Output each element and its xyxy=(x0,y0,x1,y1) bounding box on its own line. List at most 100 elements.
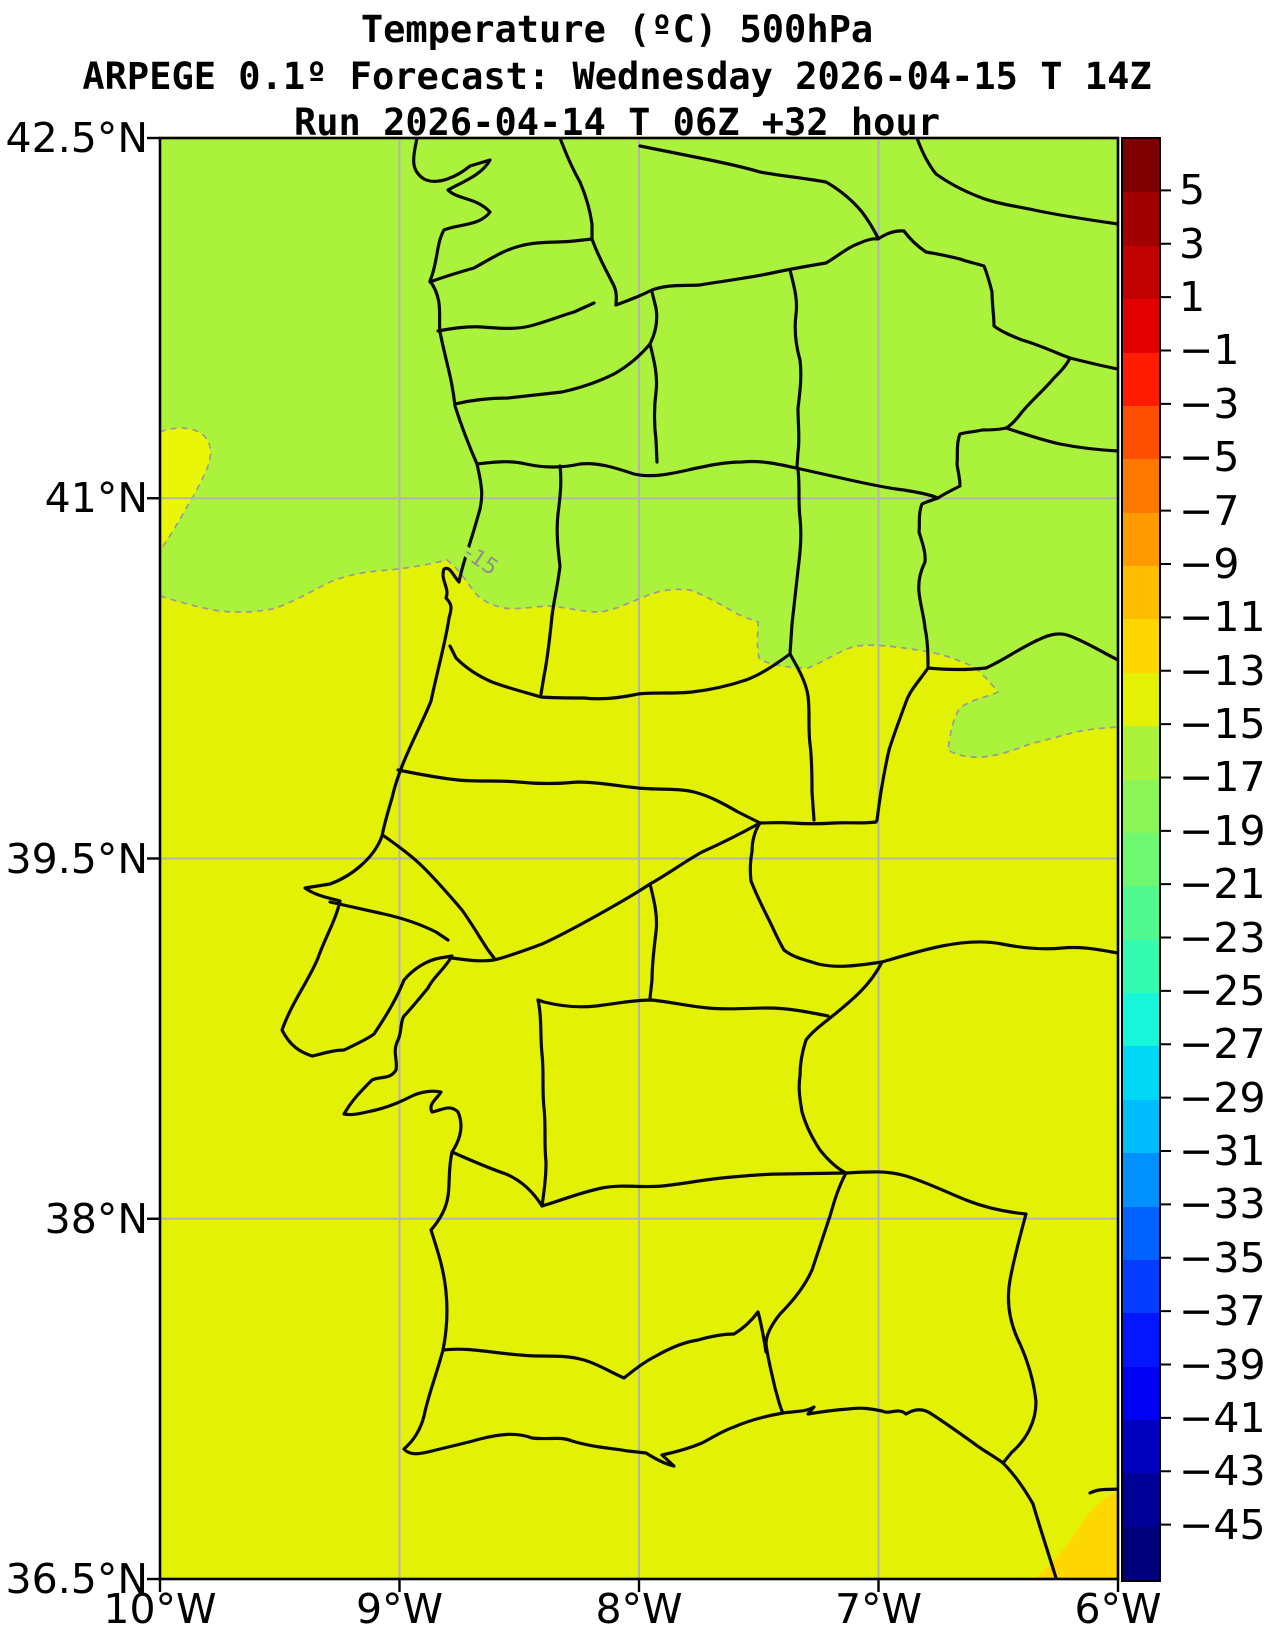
province-border-pontevedra-ourense xyxy=(558,138,594,241)
colorbar-segment xyxy=(1123,1153,1159,1207)
district-border-viseu-guarda xyxy=(788,468,803,656)
colorbar-segment xyxy=(1123,566,1159,620)
colorbar-tick-label: −27 xyxy=(1179,1020,1266,1069)
map-fill-corner-band xyxy=(1036,1492,1118,1578)
province-border-zamora-east xyxy=(1068,356,1118,371)
province-border-leon-north xyxy=(915,138,1118,226)
province-border-caceres-badajoz xyxy=(880,940,1118,964)
colorbar-segment xyxy=(1123,1366,1159,1420)
x-axis-label: 6°W xyxy=(1074,1585,1162,1633)
colorbar-segment xyxy=(1123,886,1159,940)
colorbar-segment xyxy=(1123,299,1159,353)
colorbar-segment xyxy=(1123,192,1159,246)
colorbar-segment xyxy=(1123,1313,1159,1367)
axis-ticks xyxy=(147,136,1120,1592)
colorbar-segment xyxy=(1123,1046,1159,1100)
district-border-beja-faro xyxy=(441,1310,768,1380)
colorbar-tick-label: −41 xyxy=(1179,1393,1266,1442)
colorbar-segment xyxy=(1123,726,1159,780)
y-axis-label: 41°N xyxy=(44,474,148,523)
colorbar-tick-label: −37 xyxy=(1179,1287,1266,1336)
colorbar-tick-label: 5 xyxy=(1179,166,1206,215)
province-border-galicia-castilla xyxy=(638,144,880,240)
colorbar-tick-label: −21 xyxy=(1179,860,1266,909)
colorbar-segment xyxy=(1123,939,1159,993)
colorbar-tick-label: −31 xyxy=(1179,1127,1266,1176)
colorbar-tick-label: 3 xyxy=(1179,219,1206,268)
gridlines xyxy=(160,138,1118,1579)
tejo-river-line xyxy=(450,821,762,963)
contour-pocket-west xyxy=(160,427,212,552)
district-border-braga-porto xyxy=(453,290,659,406)
colorbar-segment xyxy=(1123,1526,1159,1581)
colorbar-tick-label: −17 xyxy=(1179,753,1266,802)
colorbar-segment xyxy=(1123,779,1159,833)
colorbar-segment xyxy=(1123,459,1159,513)
district-border-santarem-portalegre xyxy=(648,882,659,1000)
x-axis-label: 7°W xyxy=(834,1585,923,1633)
coastline xyxy=(280,138,1058,1579)
colorbar-tick-label: 1 xyxy=(1179,273,1206,322)
colorbar-segment xyxy=(1123,245,1159,300)
colorbar-segment xyxy=(1123,993,1159,1047)
colorbar-segment xyxy=(1123,405,1159,460)
district-border-guarda-castelobranco xyxy=(788,652,816,822)
y-axis-label: 36.5°N xyxy=(5,1555,148,1603)
colorbar-segment xyxy=(1123,139,1159,193)
district-border-aveiro-viseu xyxy=(539,464,563,696)
colorbar-tick-label: −3 xyxy=(1179,379,1240,428)
chart-title: Temperature (ºC) 500hPa xyxy=(360,8,874,51)
x-axis-label: 8°W xyxy=(595,1585,683,1633)
colorbar-segment xyxy=(1123,1099,1159,1154)
colorbar-tick-label: −43 xyxy=(1179,1447,1266,1496)
colorbar xyxy=(1121,137,1161,1582)
colorbar-segment xyxy=(1123,672,1159,727)
y-axis-label: 39.5°N xyxy=(5,834,148,883)
y-axis-label: 42.5°N xyxy=(5,114,148,162)
province-border-zamora-salamanca xyxy=(1004,426,1118,453)
colorbar-tick-label: −13 xyxy=(1179,646,1266,695)
colorbar-segment xyxy=(1123,619,1159,673)
colorbar-tick-label: −7 xyxy=(1179,486,1240,535)
colorbar-segment xyxy=(1123,1420,1159,1474)
chart-subtitle-forecast: ARPEGE 0.1º Forecast: Wednesday 2026-04-… xyxy=(82,55,1152,98)
colorbar-tick-label: −29 xyxy=(1179,1073,1266,1122)
colorbar-segment xyxy=(1123,1206,1159,1260)
x-axis-label: 10°W xyxy=(103,1585,217,1633)
colorbar-tick-label: −45 xyxy=(1179,1500,1266,1549)
y-axis-label: 38°N xyxy=(44,1194,148,1243)
province-border-salamanca-caceres xyxy=(926,632,1118,672)
colorbar-tick-label: −19 xyxy=(1179,806,1266,855)
colorbar-tick-label: −1 xyxy=(1179,326,1240,375)
colorbar-tick-label: −33 xyxy=(1179,1180,1266,1229)
district-border-leiria-santarem xyxy=(382,834,496,960)
colorbar-tick-label: −23 xyxy=(1179,913,1266,962)
colorbar-tick-label: −11 xyxy=(1179,593,1266,642)
colorbar-tick-label: −15 xyxy=(1179,700,1266,749)
contour-line-minus15 xyxy=(160,559,1118,759)
colorbar-tick-label: −35 xyxy=(1179,1233,1266,1282)
colorbar-tick-label: −9 xyxy=(1179,539,1240,588)
district-border-porto-vilareal xyxy=(648,342,659,464)
colorbar-segment xyxy=(1123,352,1159,406)
district-border-vilareal-braganca xyxy=(788,268,803,469)
district-border-setubal-evora xyxy=(536,998,548,1208)
district-border-viana-braga xyxy=(436,301,596,333)
province-border-badajoz-huelva xyxy=(844,1170,1038,1465)
colorbar-segment xyxy=(1123,1473,1159,1527)
district-border-evora-beja xyxy=(450,1150,848,1208)
boundary-lines xyxy=(280,138,1118,1579)
colorbar-tick-label: −25 xyxy=(1179,966,1266,1015)
colorbar-segment xyxy=(1123,1259,1159,1314)
x-axis-label: 9°W xyxy=(355,1585,444,1633)
colorbar-tick-label: −5 xyxy=(1179,433,1240,482)
colorbar-segment xyxy=(1123,832,1159,887)
district-border-lisboa-santarem xyxy=(328,900,450,942)
district-border-coimbra-chain xyxy=(448,644,792,701)
coastline-cadiz xyxy=(1088,1487,1118,1495)
district-border-leiria-coimbra xyxy=(396,768,762,825)
colorbar-segment xyxy=(1123,512,1159,566)
colorbar-tick-label: −39 xyxy=(1179,1340,1266,1389)
portugal-spain-border xyxy=(428,229,1072,1415)
